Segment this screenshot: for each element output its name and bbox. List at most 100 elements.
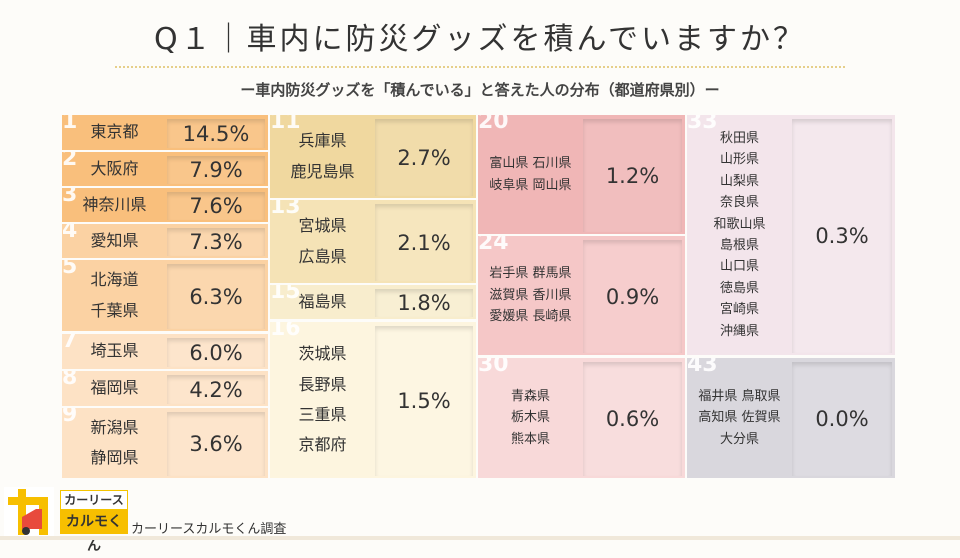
rank-group: 3 神奈川県 7.6%: [62, 188, 268, 222]
prefecture-name: 青森県: [510, 388, 550, 404]
rank-number: 16: [270, 322, 301, 341]
rank-number: 9: [62, 408, 78, 427]
prefecture-name: 熊本県: [510, 431, 550, 447]
percentage-value: 0.3%: [792, 119, 892, 353]
percentage-value: 1.2%: [583, 119, 682, 232]
subtitle: ー車内防災グッズを「積んでいる」と答えた人の分布（都道府県別）ー: [240, 81, 720, 99]
prefecture-name: 岐阜県 岡山県: [489, 177, 572, 193]
prefecture-name: 滋賀県 香川県: [489, 287, 572, 303]
prefecture-name: 福井県 鳥取県: [698, 388, 781, 404]
percentage-value: 1.8%: [375, 289, 473, 317]
rank-number: 2: [62, 152, 78, 171]
rank-number: 13: [270, 200, 301, 219]
rank-group: 1 東京都 14.5%: [62, 115, 268, 150]
prefecture-list: 宮城県 広島県: [270, 200, 375, 283]
rank-number: 11: [270, 115, 301, 134]
rank-group: 9 新潟県静岡県 3.6%: [62, 408, 268, 478]
page-title: Q１｜車内に防災グッズを積んでいますか？: [153, 22, 807, 57]
rank-number: 5: [62, 260, 78, 279]
prefecture-list: 東京都: [62, 115, 167, 150]
rank-number: 20: [478, 115, 509, 134]
percentage-value: 7.6%: [167, 192, 265, 220]
prefecture-name: 山梨県: [719, 173, 759, 189]
rank-group: 16 茨城県 長野県 三重県 京都府 1.5%: [270, 322, 476, 478]
rank-group: 13 宮城県 広島県 2.1%: [270, 200, 476, 283]
prefecture-name: 三重県: [298, 405, 347, 424]
rank-number: 33: [687, 115, 718, 134]
percentage-value: 0.9%: [583, 240, 682, 353]
percentage-value: 3.6%: [167, 412, 265, 476]
rank-number: 24: [478, 236, 509, 255]
prefecture-list: 大阪府: [62, 152, 167, 186]
rank-group: 20 富山県 石川県 岐阜県 岡山県 1.2%: [478, 115, 685, 234]
prefecture-name: 新潟県: [90, 417, 139, 437]
prefecture-name: 山形県: [719, 152, 759, 168]
prefecture-name: 茨城県: [298, 344, 347, 364]
prefecture-name: 高知県 佐賀県: [698, 410, 781, 426]
rank-group: 43 福井県 鳥取県 高知県 佐賀県 大分県 0.0%: [687, 358, 895, 478]
rank-number: 43: [687, 358, 718, 377]
prefecture-list: 茨城県 長野県 三重県 京都府: [270, 322, 375, 478]
prefecture-name: 兵庫県: [298, 131, 347, 151]
percentage-value: 2.1%: [375, 204, 473, 281]
rank-group: 24 岩手県 群馬県 滋賀県 香川県 愛媛県 長崎県 0.9%: [478, 236, 685, 355]
rank-group: 2 大阪府 7.9%: [62, 152, 268, 186]
prefecture-name: 島根県: [719, 238, 759, 253]
prefecture-name: 愛知県: [90, 230, 139, 250]
rank-number: 7: [62, 334, 78, 353]
rank-group: 7 埼玉県 6.0%: [62, 334, 268, 369]
prefecture-name: 宮城県: [298, 216, 347, 236]
rank-group: 33 秋田県 山形県 山梨県 奈良県 和歌山県 島根県 山口県 徳島県 宮崎県 沖縄県 0.3%: [687, 115, 895, 355]
prefecture-name: 静岡県: [90, 448, 139, 467]
prefecture-name: 大阪府: [90, 158, 139, 178]
prefecture-list: 埼玉県: [62, 334, 167, 369]
rank-number: 1: [62, 115, 78, 134]
prefecture-list: 富山県 石川県 岐阜県 岡山県: [478, 115, 583, 234]
rank-number: 15: [270, 285, 301, 304]
prefecture-name: 大分県: [719, 431, 759, 447]
prefecture-list: 愛知県: [62, 224, 167, 258]
prefecture-name: 北海道: [90, 270, 139, 290]
prefecture-list: 福岡県: [62, 371, 167, 406]
prefecture-name: 宮崎県: [719, 302, 759, 318]
percentage-value: 2.7%: [375, 119, 473, 196]
prefecture-name: 岩手県 群馬県: [489, 266, 572, 282]
rank-number: 3: [62, 188, 78, 207]
prefecture-name: 秋田県: [719, 130, 759, 146]
percentage-value: 0.6%: [583, 362, 682, 476]
prefecture-name: 埼玉県: [90, 341, 139, 361]
prefecture-name: 奈良県: [719, 195, 759, 211]
rank-group: 30 青森県 栃木県 熊本県 0.6%: [478, 358, 685, 478]
brand-label-top: カーリース: [60, 490, 128, 510]
percentage-value: 6.3%: [167, 264, 265, 329]
percentage-value: 7.3%: [167, 228, 265, 256]
prefecture-name: 山口県: [719, 259, 759, 275]
prefecture-list: 青森県 栃木県 熊本県: [478, 358, 583, 478]
prefecture-list: 兵庫県 鹿児島県: [270, 115, 375, 198]
percentage-value: 0.0%: [792, 362, 892, 476]
prefecture-name: 東京都: [90, 122, 139, 142]
rank-group: 11 兵庫県 鹿児島県 2.7%: [270, 115, 476, 198]
rank-group: 4 愛知県 7.3%: [62, 224, 268, 258]
prefecture-name: 広島県: [298, 246, 347, 266]
rank-group: 5 北海道 千葉県 6.3%: [62, 260, 268, 331]
brand-label-bottom: カルモくん: [60, 510, 128, 554]
prefecture-list: 神奈川県: [62, 188, 167, 222]
prefecture-name: 京都府: [298, 435, 347, 455]
prefecture-name: 徳島県: [719, 280, 759, 296]
prefecture-list: 福井県 鳥取県 高知県 佐賀県 大分県: [687, 358, 792, 478]
rank-group: 15 福島県 1.8%: [270, 285, 476, 319]
prefecture-name: 和歌山県: [713, 216, 766, 232]
prefecture-name: 福島県: [298, 291, 347, 311]
bottom-bar: [0, 536, 960, 540]
prefecture-name: 栃木県: [510, 410, 550, 426]
prefecture-list: 岩手県 群馬県 滋賀県 香川県 愛媛県 長崎県: [478, 236, 583, 355]
percentage-value: 1.5%: [375, 326, 473, 476]
prefecture-name: 福岡県: [90, 378, 139, 398]
rank-group: 8 福岡県 4.2%: [62, 371, 268, 406]
prefecture-list: 北海道 千葉県: [62, 260, 167, 331]
prefecture-name: 愛媛県 長崎県: [489, 309, 572, 325]
rank-number: 4: [62, 224, 78, 243]
prefecture-list: 福島県: [270, 285, 375, 319]
percentage-value: 14.5%: [167, 119, 265, 148]
